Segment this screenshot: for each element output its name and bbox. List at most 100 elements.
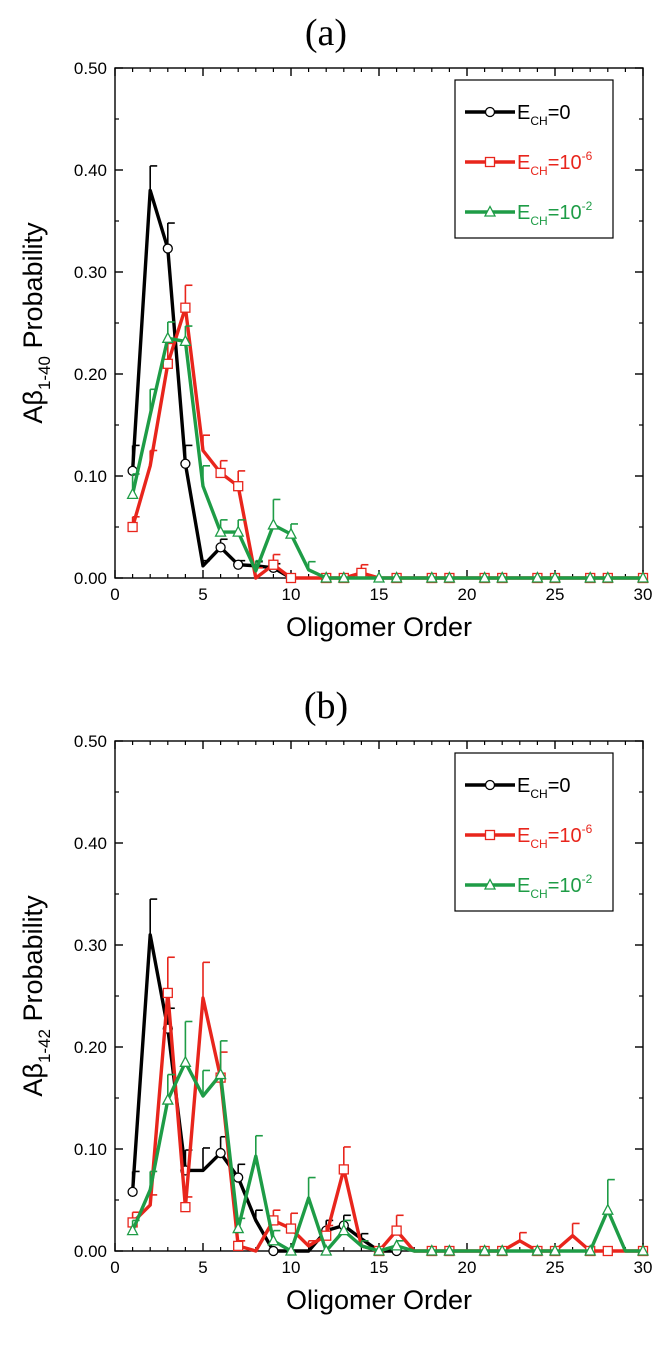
legend-label: ECH=10-2	[517, 872, 593, 901]
data-point-triangle	[337, 571, 350, 583]
series-line	[131, 991, 643, 1253]
x-tick-label: 15	[370, 585, 389, 604]
legend-label-sup: -2	[582, 872, 593, 886]
legend-label-tail: =0	[548, 775, 571, 797]
data-point-square	[233, 481, 244, 492]
data-point-triangle	[284, 1244, 298, 1256]
x-tick-label: 30	[634, 585, 653, 604]
legend-label: ECH=10-6	[517, 822, 593, 851]
panel-label: (a)	[305, 12, 347, 54]
data-point-triangle	[320, 571, 333, 583]
data-point-circle	[484, 106, 496, 118]
data-point-triangle	[126, 1223, 139, 1236]
y-tick-label: 0.50	[74, 732, 107, 751]
data-point-triangle	[548, 571, 562, 583]
data-point-triangle	[531, 1244, 544, 1256]
series-0	[127, 165, 292, 580]
y-axis-label-tail: Probability	[18, 222, 48, 356]
chart-a-svg: (a) 0.00 0.10 0.20 0.30 0.40 0.50 0 5 10 15 20 25 30 O…	[18, 12, 653, 642]
data-point-circle	[233, 559, 244, 570]
data-point-triangle	[232, 1221, 245, 1234]
x-tick-label: 30	[634, 1258, 653, 1277]
legend-label: ECH=10-6	[517, 149, 593, 178]
legend-label-main: E	[517, 775, 530, 797]
data-point-triangle	[372, 571, 386, 583]
legend-label-tail: =0	[548, 102, 571, 124]
data-point-square	[180, 1201, 191, 1213]
data-point-triangle	[584, 1244, 597, 1256]
data-point-square	[162, 358, 173, 369]
data-point-triangle	[390, 571, 403, 583]
data-point-square	[268, 559, 279, 570]
data-point-square	[285, 1223, 297, 1234]
data-point-triangle	[443, 1244, 456, 1256]
data-point-circle	[215, 542, 226, 553]
data-point-square	[162, 987, 173, 999]
data-point-triangle	[214, 1067, 227, 1080]
data-point-triangle	[601, 571, 614, 583]
y-tick-label: 0.20	[74, 365, 107, 384]
legend-label-sub: CH	[530, 114, 547, 128]
chart-panel-b: (b) 0.00 0.10 0.20 0.30 0.40 0.50 0 5 10 15 20 25 30 O…	[0, 673, 653, 1346]
chart-panel-a: (a) 0.00 0.10 0.20 0.30 0.40 0.50 0 5 10 15 20 25 30 O…	[0, 0, 653, 673]
legend-label-sup: -6	[582, 149, 593, 163]
data-point-triangle	[214, 525, 227, 537]
data-point-circle	[215, 1147, 226, 1159]
data-point-triangle	[584, 571, 597, 583]
data-point-circle	[127, 1186, 138, 1197]
legend-label-tail: =10	[548, 202, 582, 224]
data-point-circle	[484, 779, 496, 791]
legend-label-sub: CH	[530, 787, 547, 801]
data-point-circle	[162, 243, 173, 254]
legend-label: ECH=10-2	[517, 199, 593, 228]
x-tick-label: 10	[282, 1258, 301, 1277]
legend-label-tail: =10	[548, 152, 582, 174]
data-point-triangle	[161, 1093, 174, 1105]
legend-label: ECH=0	[517, 102, 571, 128]
y-tick-label: 0.20	[74, 1038, 107, 1057]
data-point-circle	[268, 1245, 279, 1257]
data-point-triangle	[320, 1244, 333, 1256]
y-axis-label-main: Aβ	[18, 1063, 48, 1097]
data-point-triangle	[179, 1055, 192, 1067]
y-tick-label: 0.10	[74, 467, 107, 486]
y-tick-label: 0.40	[74, 834, 107, 853]
y-axis-label-main: Aβ	[18, 390, 48, 424]
data-point-triangle	[636, 1244, 650, 1256]
data-point-triangle	[531, 571, 544, 583]
x-tick-label: 5	[198, 585, 207, 604]
legend-label-tail: =10	[548, 825, 582, 847]
legend-label-main: E	[517, 152, 530, 174]
data-point-triangle	[478, 571, 491, 583]
data-point-square	[356, 567, 367, 579]
x-tick-label: 25	[546, 585, 565, 604]
panel-label: (b)	[304, 685, 348, 727]
x-axis-label: Oligomer Order	[286, 1285, 472, 1315]
data-point-triangle	[443, 571, 456, 583]
legend-label-sup: -6	[582, 822, 593, 836]
data-point-square	[215, 467, 226, 479]
x-tick-label: 15	[370, 1258, 389, 1277]
series-line	[131, 1060, 643, 1253]
data-point-square	[484, 829, 496, 841]
data-point-square	[602, 1245, 613, 1257]
x-tick-label: 0	[110, 585, 119, 604]
data-point-square	[391, 1225, 402, 1236]
legend-label-main: E	[517, 202, 530, 224]
legend-label-main: E	[517, 875, 530, 897]
legend-label-sub: CH	[530, 887, 547, 901]
data-point-circle	[233, 1172, 244, 1183]
data-point-triangle	[548, 1244, 562, 1256]
data-point-triangle	[425, 1244, 438, 1256]
data-point-triangle	[337, 1223, 350, 1236]
legend-label-tail: =10	[548, 875, 582, 897]
data-point-triangle	[483, 878, 497, 890]
data-point-triangle	[284, 527, 298, 539]
y-axis-label-sub: 1-40	[35, 356, 54, 390]
series-2	[126, 1020, 650, 1256]
data-point-circle	[180, 458, 191, 469]
series-2	[126, 321, 650, 583]
y-axis-label: Aβ1-40 Probability	[18, 222, 54, 424]
y-tick-label: 0.10	[74, 1140, 107, 1159]
